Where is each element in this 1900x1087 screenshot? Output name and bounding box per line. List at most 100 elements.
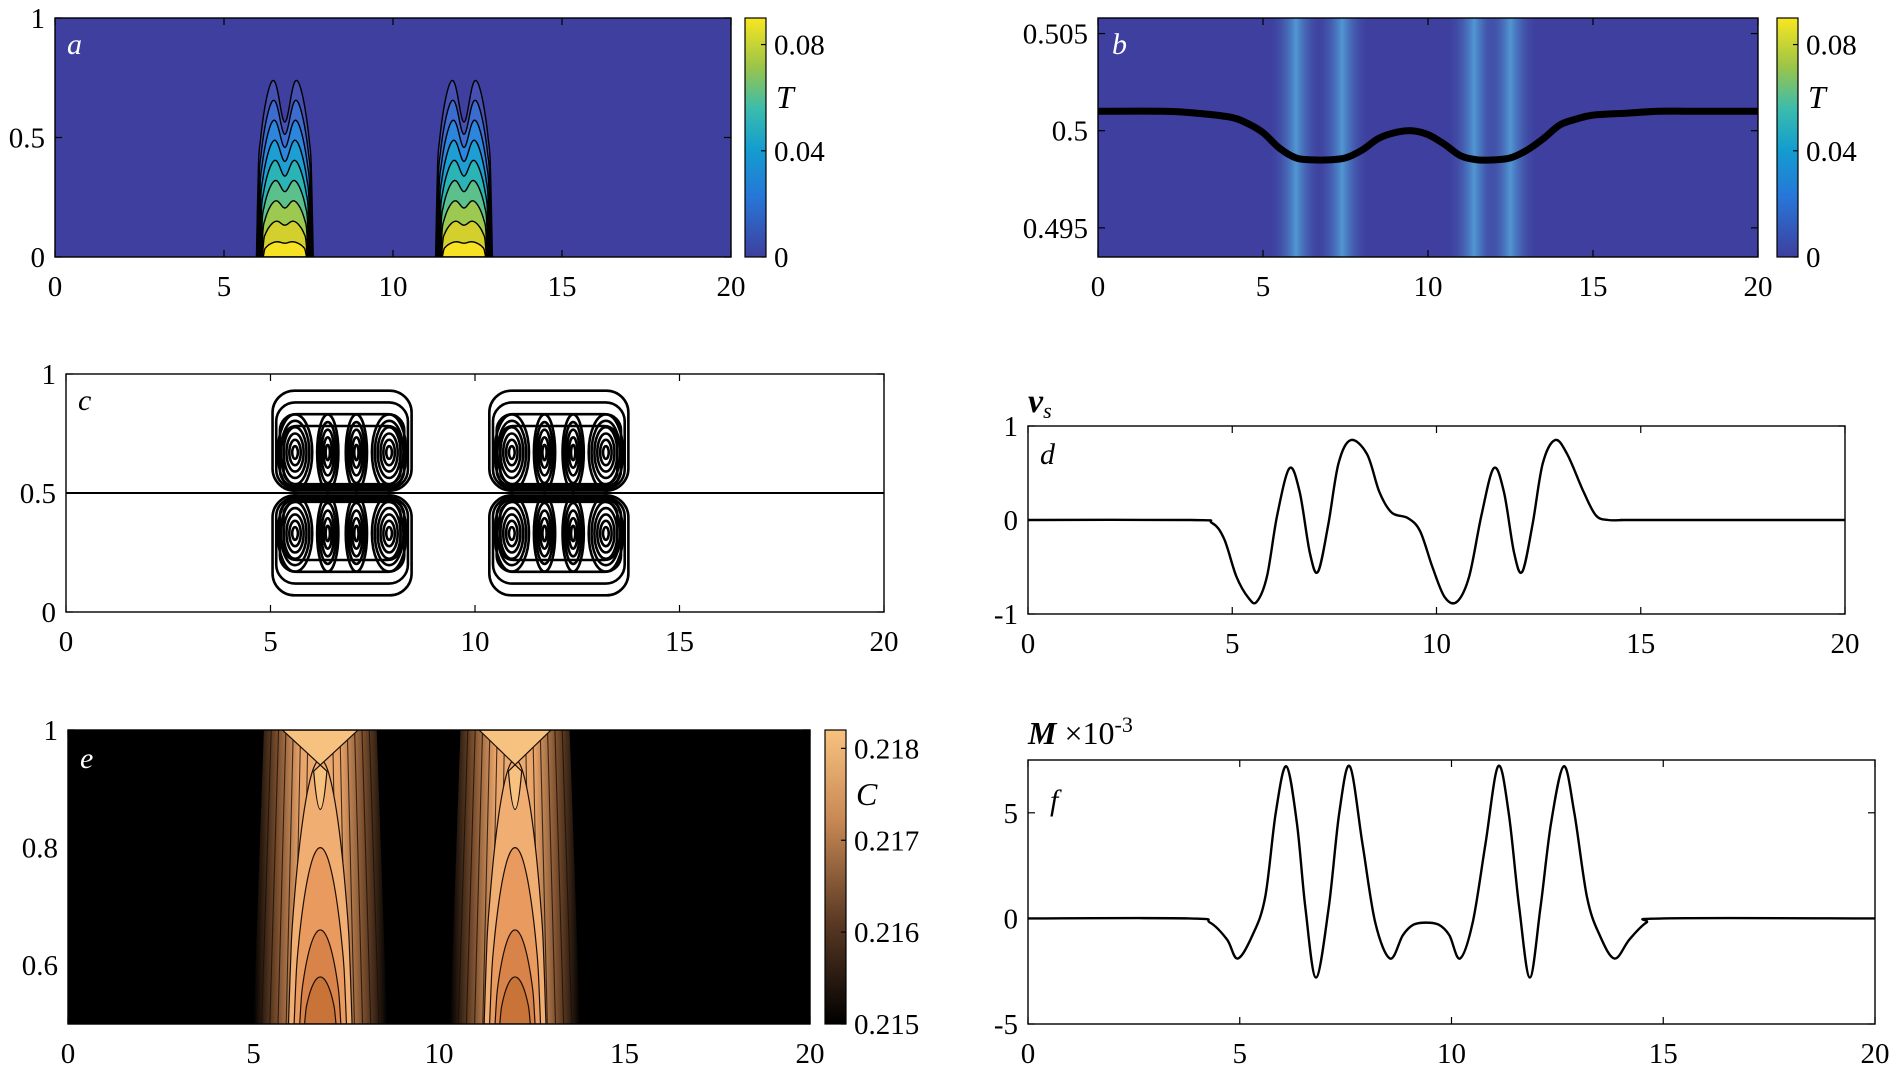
vortex-contour-c — [352, 524, 360, 543]
x-tick-label-a: 20 — [717, 271, 746, 303]
y-tick-label-d: 1 — [1004, 411, 1019, 443]
vortex-contour-c — [593, 425, 619, 480]
x-tick-label-c: 10 — [461, 626, 490, 658]
colorbar-e — [824, 729, 847, 1025]
line-d — [1028, 438, 1845, 605]
vortex-contour-c — [563, 420, 583, 485]
temperature-band-b — [1314, 18, 1371, 257]
vortex-contour-c — [282, 506, 308, 561]
heatmap-b — [1098, 18, 1758, 257]
line-layer — [66, 389, 1875, 979]
streamline-c — [491, 401, 626, 490]
x-tick-label-e: 5 — [246, 1038, 261, 1070]
vortex-contour-c — [350, 516, 362, 550]
vortex-contour-c — [324, 443, 332, 462]
vortex-contour-c — [595, 513, 616, 554]
x-tick-label-b: 0 — [1091, 271, 1106, 303]
vortex-contour-c — [276, 413, 314, 492]
vortex-contour-c — [344, 494, 369, 573]
x-tick-label-f: 15 — [1649, 1038, 1678, 1070]
colorbar-tick-label-b: 0.04 — [1806, 136, 1857, 168]
vortex-contour-c — [285, 513, 305, 554]
vortex-contour-c — [370, 494, 408, 573]
line-f — [1028, 764, 1875, 979]
vortex-contour-c — [322, 516, 334, 550]
colorbar-tick-label-a: 0.08 — [774, 30, 825, 62]
vortex-contour-c — [290, 444, 300, 461]
vortex-contour-c — [290, 525, 300, 542]
contour-e — [457, 730, 469, 1024]
contour-e — [346, 730, 355, 1024]
colorbar-gradient-b — [1776, 17, 1799, 258]
vortex-contour-c — [532, 413, 557, 492]
y-tick-label-f: 5 — [1004, 798, 1019, 830]
colorbar-tick-label-a: 0 — [774, 242, 789, 274]
vortex-contour-c — [567, 436, 579, 470]
y-tick-label-e: 0.8 — [22, 833, 58, 865]
heatmap-background-a — [55, 18, 731, 257]
vortex-contour-c — [536, 428, 553, 477]
plume-a — [434, 79, 494, 257]
vortex-contour-c — [493, 494, 531, 573]
vortex-contour-c — [279, 500, 311, 567]
contour-e — [361, 730, 372, 1024]
x-tick-label-d: 5 — [1225, 628, 1240, 660]
contour-e — [261, 730, 272, 1024]
x-tick-label-a: 0 — [48, 271, 63, 303]
vortex-contour-c — [379, 513, 399, 554]
heatmap-background-e — [68, 730, 810, 1024]
vortex-contour-c — [504, 438, 519, 467]
vortex-contour-c — [499, 425, 525, 480]
x-tick-label-e: 10 — [425, 1038, 454, 1070]
x-tick-label-f: 0 — [1021, 1038, 1036, 1070]
vortex-contour-c — [504, 519, 519, 548]
vortex-contour-c — [534, 501, 555, 566]
panel-label-d: d — [1040, 438, 1056, 471]
vortex-contour-c — [501, 513, 522, 554]
vortex-contour-c — [382, 519, 397, 548]
x-tick-label-e: 20 — [796, 1038, 825, 1070]
vortex-contour-c — [315, 494, 340, 573]
vortex-contour-c — [496, 500, 528, 567]
y-tick-label-b: 0.5 — [1052, 116, 1088, 148]
contour-e — [482, 730, 491, 1024]
vortex-contour-c — [320, 509, 336, 558]
vortex-contour-c — [384, 444, 394, 461]
heatmap-e — [68, 730, 810, 1024]
vortex-contour-c — [590, 419, 622, 486]
colorbar-tick-label-e: 0.216 — [854, 917, 919, 949]
vortex-contour-c — [288, 519, 303, 548]
y-tick-label-a: 0 — [31, 242, 46, 274]
x-tick-label-f: 20 — [1861, 1038, 1890, 1070]
vortex-contour-c — [276, 494, 314, 573]
streamline-c — [488, 389, 630, 492]
x-tick-label-a: 15 — [548, 271, 577, 303]
colorbar-b — [1776, 17, 1799, 258]
axes-frame-f — [1027, 759, 1876, 1025]
vortex-contour-c — [496, 419, 528, 486]
y-tick-label-c: 0 — [42, 597, 57, 629]
contour-e — [539, 730, 548, 1024]
series-line-d — [1028, 438, 1845, 605]
vortex-contour-c — [507, 444, 516, 461]
panel-title-f: M ×10-3 — [1027, 712, 1133, 751]
contour-top-e — [478, 730, 552, 810]
colorbar-tick-label-a: 0.04 — [774, 136, 825, 168]
colorbar-tick-label-e: 0.217 — [854, 825, 919, 857]
contour-e — [269, 730, 280, 1024]
vortex-contour-c — [282, 425, 308, 480]
x-tick-label-b: 10 — [1414, 271, 1443, 303]
y-tick-label-c: 0.5 — [20, 478, 56, 510]
x-tick-label-b: 20 — [1744, 271, 1773, 303]
x-tick-label-a: 10 — [379, 271, 408, 303]
contour-e — [354, 730, 364, 1024]
vortex-contour-c — [598, 519, 613, 548]
vortex-contour-c — [565, 428, 581, 477]
axes-a — [54, 17, 732, 258]
x-tick-label-f: 10 — [1437, 1038, 1466, 1070]
x-tick-label-c: 5 — [263, 626, 278, 658]
vortex-contour-c — [538, 516, 551, 550]
x-tick-label-d: 10 — [1422, 628, 1451, 660]
vortex-contour-c — [350, 436, 362, 470]
panel-label-b: b — [1112, 28, 1127, 61]
